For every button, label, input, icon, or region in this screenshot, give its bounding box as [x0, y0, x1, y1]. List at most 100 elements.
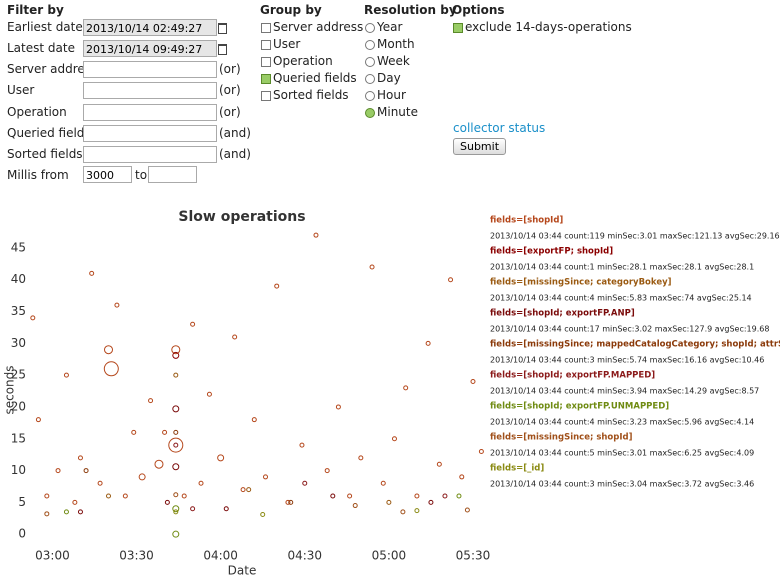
point — [299, 442, 305, 448]
point — [302, 480, 308, 486]
text-input[interactable] — [83, 146, 217, 163]
calendar-icon[interactable] — [218, 23, 227, 34]
field-note: (and) — [219, 147, 251, 161]
x-tick-label: 04:30 — [287, 549, 322, 563]
option-label[interactable]: Hour — [377, 88, 406, 102]
radio[interactable] — [365, 57, 375, 67]
text-input[interactable] — [148, 166, 197, 183]
y-tick-label: 25 — [11, 368, 26, 382]
text-input[interactable]: 2013/10/14 09:49:27 — [83, 40, 217, 57]
checkbox[interactable] — [261, 40, 271, 50]
point — [89, 270, 95, 276]
point — [324, 468, 330, 474]
legend-name: fields=[exportFP; shopId] — [490, 247, 613, 257]
point — [217, 454, 225, 462]
point — [171, 345, 181, 355]
option-label[interactable]: Sorted fields — [273, 88, 349, 102]
y-tick-label: 30 — [11, 336, 26, 350]
option-label[interactable]: Year — [377, 20, 403, 34]
point — [172, 530, 180, 538]
point — [206, 391, 212, 397]
section-title: Options — [452, 3, 505, 17]
checkbox[interactable] — [453, 23, 463, 33]
field-label: Server address — [7, 62, 98, 76]
field-label: Queried fields — [7, 126, 91, 140]
checkbox[interactable] — [261, 23, 271, 33]
point — [190, 506, 196, 512]
option-label[interactable]: User — [273, 37, 301, 51]
option-label[interactable]: Week — [377, 54, 410, 68]
point — [391, 436, 397, 442]
point — [313, 232, 319, 238]
radio[interactable] — [365, 23, 375, 33]
text-input[interactable] — [83, 82, 217, 99]
legend-detail: 2013/10/14 03:44 count:3 minSec:5.74 max… — [490, 356, 764, 365]
point — [414, 493, 420, 499]
legend-detail: 2013/10/14 03:44 count:4 minSec:3.94 max… — [490, 387, 759, 396]
point — [173, 372, 179, 378]
point — [77, 455, 83, 461]
field-label: Latest date — [7, 41, 75, 55]
legend-detail: 2013/10/14 03:44 count:1 minSec:28.1 max… — [490, 263, 754, 272]
point — [288, 499, 294, 505]
point — [114, 302, 120, 308]
text-input[interactable]: 3000 — [83, 166, 132, 183]
point — [478, 448, 484, 454]
option-label[interactable]: Day — [377, 71, 401, 85]
checkbox[interactable] — [261, 91, 271, 101]
text-input[interactable] — [83, 61, 217, 78]
point — [72, 499, 78, 505]
point — [181, 493, 187, 499]
option-label[interactable]: exclude 14-days-operations — [465, 20, 632, 34]
point — [77, 509, 83, 515]
field-note: (or) — [219, 62, 241, 76]
text-input[interactable]: 2013/10/14 02:49:27 — [83, 19, 217, 36]
point — [223, 506, 229, 512]
point — [442, 493, 448, 499]
option-label[interactable]: Minute — [377, 105, 418, 119]
radio[interactable] — [365, 74, 375, 84]
option-label[interactable]: Server address — [273, 20, 364, 34]
section-title: Group by — [260, 3, 322, 17]
point — [106, 493, 112, 499]
point — [246, 487, 252, 493]
option-label[interactable]: Operation — [273, 54, 333, 68]
point — [274, 283, 280, 289]
point — [263, 474, 269, 480]
point — [425, 340, 431, 346]
point — [198, 480, 204, 486]
point — [55, 468, 61, 474]
legend-name: fields=[shopId; exportFP.UNMAPPED] — [490, 402, 669, 412]
point — [358, 455, 364, 461]
point — [386, 499, 392, 505]
point — [162, 429, 168, 435]
legend-name: fields=[shopId] — [490, 216, 563, 226]
field-label: to — [135, 168, 148, 182]
point — [251, 417, 257, 423]
radio[interactable] — [365, 91, 375, 101]
y-tick-label: 5 — [18, 495, 26, 509]
text-input[interactable] — [83, 104, 217, 121]
y-tick-label: 40 — [11, 272, 26, 286]
radio[interactable] — [365, 108, 375, 118]
legend-name: fields=[missingSince; shopId] — [490, 433, 633, 443]
point — [63, 372, 69, 378]
x-tick-label: 03:30 — [119, 549, 154, 563]
point — [172, 463, 180, 471]
point — [83, 468, 89, 474]
checkbox[interactable] — [261, 74, 271, 84]
link[interactable]: collector status — [453, 121, 546, 135]
calendar-icon[interactable] — [218, 44, 227, 55]
point — [380, 480, 386, 486]
text-input[interactable] — [83, 125, 217, 142]
submit-button[interactable]: Submit — [453, 138, 507, 155]
x-tick-label: 05:30 — [456, 549, 491, 563]
point — [103, 361, 119, 377]
option-label[interactable]: Month — [377, 37, 415, 51]
radio[interactable] — [365, 40, 375, 50]
point — [131, 429, 137, 435]
checkbox[interactable] — [261, 57, 271, 67]
option-label[interactable]: Queried fields — [273, 71, 357, 85]
point — [369, 264, 375, 270]
